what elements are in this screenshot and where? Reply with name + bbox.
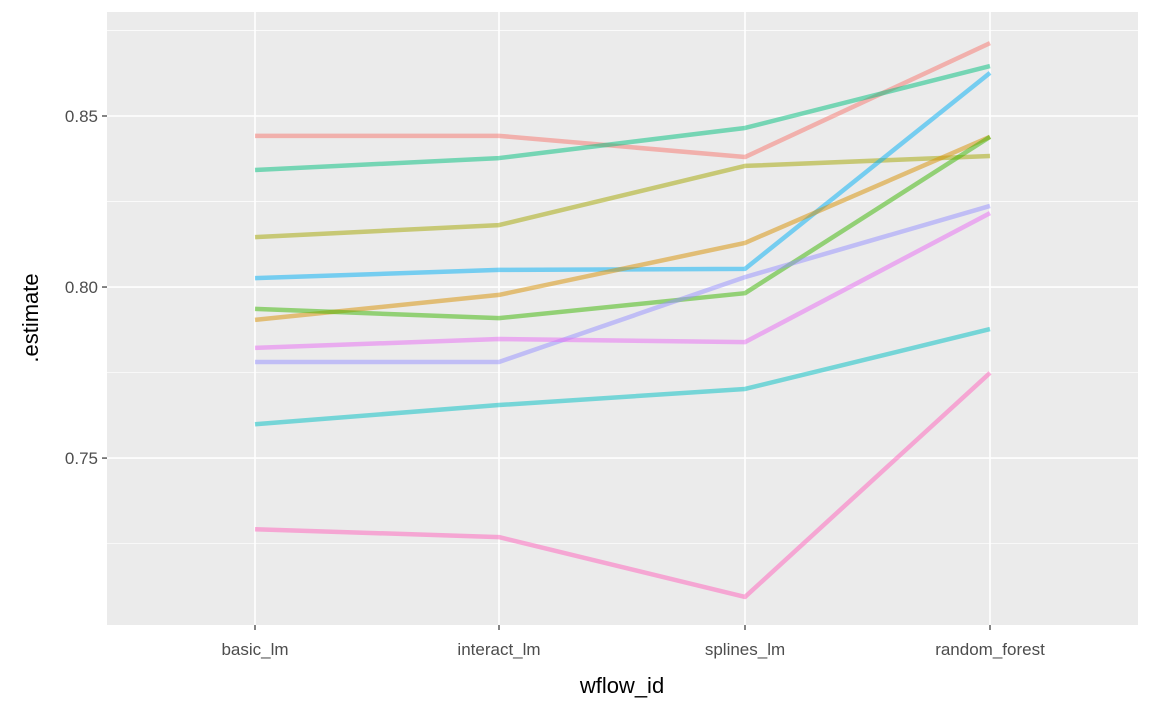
- x-tick-label: random_forest: [935, 640, 1045, 659]
- series-line-3: [254, 153, 991, 240]
- series-line-9: [254, 326, 991, 427]
- series-line-2: [254, 63, 991, 173]
- y-axis-title: .estimate: [18, 273, 43, 362]
- major-gridlines: [107, 12, 1138, 625]
- y-tick-label: 0.80: [65, 278, 98, 297]
- x-axis: basic_lm interact_lm splines_lm random_fore…: [221, 625, 1045, 659]
- x-axis-title: wflow_id: [579, 673, 664, 698]
- series-line-6: [254, 134, 992, 321]
- series-line-5: [254, 134, 991, 323]
- series-line-7: [255, 203, 991, 365]
- series-line-1: [255, 41, 991, 160]
- y-tick-label: 0.85: [65, 107, 98, 126]
- x-tick-label: splines_lm: [705, 640, 785, 659]
- series-line-10: [254, 371, 992, 600]
- series-line-8: [254, 211, 992, 351]
- minor-gridlines: [107, 30, 1138, 544]
- y-tick-label: 0.75: [65, 449, 98, 468]
- series-lines: [254, 41, 992, 600]
- x-tick-label: interact_lm: [457, 640, 540, 659]
- x-tick-label: basic_lm: [221, 640, 288, 659]
- y-axis: 0.75 0.80 0.85: [65, 107, 107, 468]
